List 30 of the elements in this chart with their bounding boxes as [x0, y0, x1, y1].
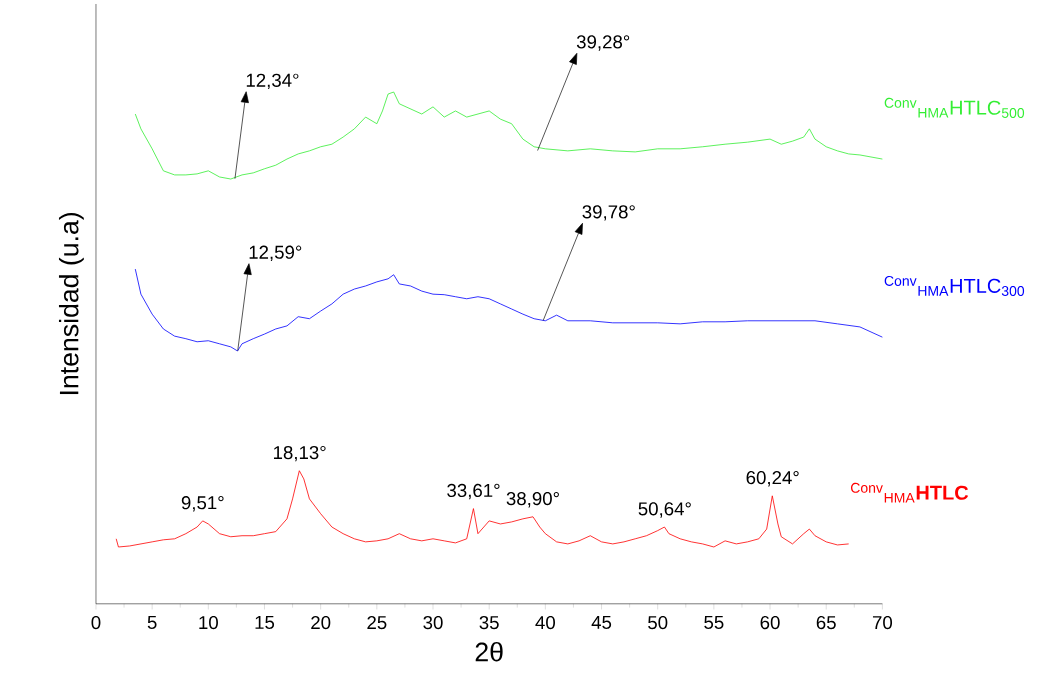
x-tick-label: 70 [872, 615, 893, 629]
annotation: 12,34° [246, 73, 299, 89]
text: Conv$_{HMA}$HTLC [850, 482, 969, 503]
x-tick-label: 15 [255, 615, 275, 629]
annotation: 12,59° [249, 245, 302, 261]
x-axis-title: 2θ [475, 641, 503, 662]
series-label: Conv$_{HMA}$HTLC$_{300}$ [884, 275, 1025, 296]
annotation: 50,64° [638, 502, 691, 518]
text: Conv$_{HMA}$HTLC$_{500}$ [884, 97, 1025, 118]
x-tick-label: 0 [91, 615, 101, 629]
x-tick-label: 5 [147, 615, 157, 629]
x-tick-label: 25 [367, 615, 387, 629]
annotation: 39,28° [576, 35, 630, 51]
x-tick-label: 45 [591, 615, 612, 629]
annotation: 60,24° [746, 470, 799, 487]
annotation: 38,90° [506, 491, 559, 508]
x-tick-label: 55 [704, 615, 724, 629]
x-tick-label: 20 [311, 615, 331, 629]
annotation: 18,13° [274, 445, 326, 462]
x-tick-label: 50 [648, 615, 668, 629]
x-tick-label: 65 [816, 615, 836, 629]
y-axis-title: Intensidad (u.a) [58, 212, 84, 394]
x-tick-label: 40 [535, 615, 556, 629]
x-tick-label: 30 [423, 615, 443, 629]
annotation: 39,78° [582, 204, 635, 221]
x-tick-label: 10 [199, 615, 218, 629]
annotation: 33,61° [447, 483, 500, 499]
x-tick-label: 60 [760, 615, 780, 629]
annotation: 9,51° [181, 495, 224, 512]
x-tick-label: 35 [479, 615, 499, 629]
